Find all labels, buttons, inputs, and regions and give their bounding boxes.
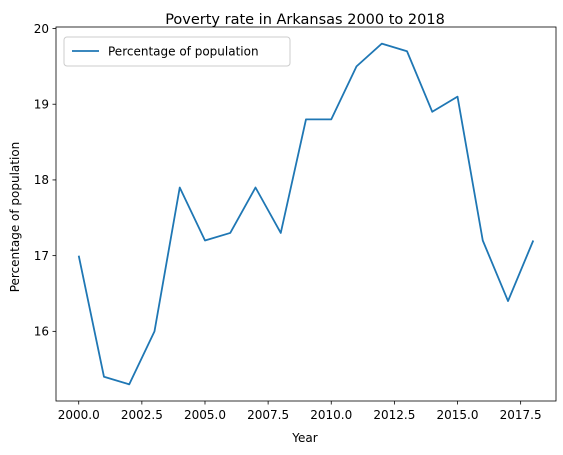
data-point	[482, 240, 483, 241]
data-point	[129, 384, 130, 385]
plot-frame	[55, 26, 557, 402]
data-point	[305, 119, 306, 120]
legend-series-label: Percentage of population	[108, 45, 259, 59]
y-axis-label: Percentage of population	[8, 142, 22, 293]
data-point	[204, 240, 205, 241]
x-tick-label: 2000.0	[58, 408, 100, 422]
x-axis-label: Year	[291, 431, 317, 445]
data-point	[255, 187, 256, 188]
legend-box	[63, 36, 291, 67]
data-point	[356, 66, 357, 67]
axis-ticks: 2000.0 2002.5 2005.0 2007.5 2010.0 2012.5 2015…	[34, 22, 542, 422]
x-tick-label: 2017.5	[500, 408, 542, 422]
x-tick-label: 2007.5	[247, 408, 289, 422]
data-point	[179, 187, 180, 188]
plot-area	[55, 26, 557, 402]
data-point	[103, 376, 104, 377]
data-point	[457, 96, 458, 97]
data-point	[331, 119, 332, 120]
legend: Percentage of population	[63, 36, 291, 67]
data-point	[78, 255, 79, 256]
chart-title: Poverty rate in Arkansas 2000 to 2018	[165, 12, 445, 28]
x-tick-label: 2002.5	[121, 408, 163, 422]
data-point	[507, 300, 508, 301]
data-point	[230, 232, 231, 233]
x-tick-label: 2015.0	[437, 408, 479, 422]
y-tick-label: 16	[34, 325, 49, 339]
data-point	[432, 111, 433, 112]
y-tick-label: 17	[34, 249, 49, 263]
data-point	[533, 240, 534, 241]
x-tick-label: 2012.5	[373, 408, 415, 422]
data-point	[406, 51, 407, 52]
series-line-0	[77, 42, 535, 386]
data-point	[154, 331, 155, 332]
x-tick-label: 2005.0	[184, 408, 226, 422]
x-tick-label: 2010.0	[310, 408, 352, 422]
data-point	[381, 43, 382, 44]
y-tick-label: 19	[34, 98, 49, 112]
data-point	[280, 232, 281, 233]
y-tick-label: 18	[34, 173, 49, 187]
y-tick-label: 20	[34, 22, 49, 36]
